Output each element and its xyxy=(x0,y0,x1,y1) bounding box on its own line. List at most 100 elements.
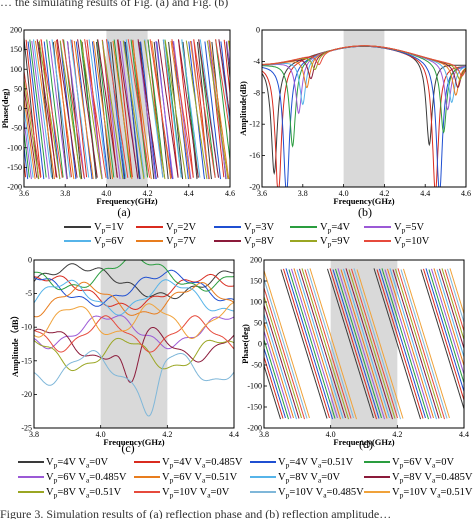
panel-c-series-line xyxy=(34,260,234,292)
panel-c-frame xyxy=(33,259,235,429)
legend-label: Vp=2V xyxy=(166,222,197,235)
legend-label: Vp=10V Va=0.485V xyxy=(278,487,364,500)
legend-label: Vp=4V Va=0V xyxy=(46,457,108,470)
panel-a-series-line xyxy=(24,39,230,178)
panel-d-x-tick-label: 3.8 xyxy=(259,430,269,439)
panel-d-y-tick-label: -150 xyxy=(247,403,262,412)
panel-c-y-tick-label: 0 xyxy=(28,256,32,265)
panel-b-x-axis-label: Frequency(GHz) xyxy=(333,196,394,206)
panel-b-frame xyxy=(261,29,467,188)
panel-a-x-tick-label: 4.6 xyxy=(225,189,235,198)
legend-label: Vp=4V xyxy=(320,222,351,235)
panel-b-y-tick-label: -20 xyxy=(249,183,260,192)
panel-a-y-tick-label: 50 xyxy=(14,84,22,93)
legend-label: Vp=10V Va=0.51V xyxy=(392,487,473,500)
panel-a-y-tick-label: -50 xyxy=(11,124,22,133)
panel-b-x-tick-label: 4.0 xyxy=(339,189,349,198)
panel-d-y-tick-label: 150 xyxy=(250,277,262,286)
panel-a-x-tick-label: 3.6 xyxy=(19,189,29,198)
panel-a-x-tick-label: 3.8 xyxy=(60,189,70,198)
panel-c-series-line xyxy=(34,315,234,353)
panel-d-x-tick-label: 4.0 xyxy=(326,430,336,439)
panel-d-panel-label: (d) xyxy=(359,437,373,451)
legend-label: Vp=8V Va=0V xyxy=(278,472,340,485)
panel-b-y-tick-label: -8 xyxy=(253,88,260,97)
legend-label: Vp=4V Va=0.51V xyxy=(278,457,354,470)
panel-a-y-tick-label: 100 xyxy=(10,65,22,74)
panel-a-y-axis-label: Phase(deg) xyxy=(0,89,10,129)
panel-b-y-tick-label: -4 xyxy=(253,57,260,66)
panel-c-x-tick-label: 4.2 xyxy=(162,430,172,439)
footer-text: Figure 3. Simulation results of (a) refl… xyxy=(0,507,391,519)
panel-b-x-tick-label: 3.6 xyxy=(257,189,267,198)
legend-label: Vp=9V xyxy=(320,236,351,249)
panel-c-series-line xyxy=(34,349,234,417)
panel-c-y-tick-label: -10 xyxy=(21,323,32,332)
panel-b-plot-area xyxy=(262,45,466,187)
legend-label: Vp=7V xyxy=(166,236,197,249)
panel-c-y-tick-label: -15 xyxy=(21,356,32,365)
panel-b-x-tick-label: 4.2 xyxy=(379,189,389,198)
panel-c-x-tick-label: 4.4 xyxy=(229,430,239,439)
panel-c-y-tick-label: -25 xyxy=(21,424,32,433)
panel-b-y-tick-label: 0 xyxy=(256,26,260,35)
legend-label: Vp=5V xyxy=(394,222,425,235)
panel-a-plot-area xyxy=(24,37,230,180)
legend-label: Vp=1V xyxy=(94,222,125,235)
panel-c-series-line xyxy=(34,302,234,339)
legend-label: Vp=8V Va=0.51V xyxy=(46,487,122,500)
panel-d-y-tick-label: -50 xyxy=(251,361,262,370)
panel-b-shaded-band xyxy=(343,30,385,187)
panel-c-x-tick-label: 4.0 xyxy=(96,430,106,439)
panel-d-phase: 3.8 4.0 4.2 4.4 200 150 100 50 0 -50 -100 -150 -200 F… xyxy=(240,256,469,452)
panel-d-series-line xyxy=(264,268,464,420)
panel-c-y-axis-label: Amplitude（dB） xyxy=(10,311,20,377)
panel-c-y-tick-label: -5 xyxy=(25,289,32,298)
panel-c-series-line xyxy=(34,273,234,311)
panel-d-y-tick-label: 200 xyxy=(250,256,262,265)
panel-b-x-tick-label: 4.4 xyxy=(420,189,430,198)
panel-d-series-line xyxy=(264,268,464,420)
panel-b-x-tick-label: 3.8 xyxy=(298,189,308,198)
panel-a-panel-label: (a) xyxy=(117,205,130,219)
panel-c-x-tick-label: 3.8 xyxy=(29,430,39,439)
legend-label: Vp=8V Va=0.485V xyxy=(392,472,473,485)
panel-d-series-line xyxy=(264,268,464,420)
legend-label: Vp=10V xyxy=(394,236,430,249)
panel-d-series-line xyxy=(264,268,464,420)
panel-b-y-tick-label: -12 xyxy=(249,120,260,129)
legend-label: Vp=8V xyxy=(244,236,275,249)
legend-vp: Vp=1V Vp=2V Vp=3V Vp=4V Vp=5V Vp=6V Vp=7V Vp=8V… xyxy=(64,222,430,249)
panel-a-x-tick-label: 4.2 xyxy=(143,189,153,198)
panel-d-series-line xyxy=(264,268,464,420)
panel-b-panel-label: (b) xyxy=(358,205,372,219)
panel-a-y-tick-label: 0 xyxy=(18,104,22,113)
panel-d-series-line xyxy=(264,268,464,420)
panel-a-y-tick-label: 150 xyxy=(10,45,22,54)
panel-d-y-axis-label: Phase(deg) xyxy=(240,324,250,364)
panel-a-y-tick-label: 200 xyxy=(10,26,22,35)
panel-d-series-line xyxy=(264,268,464,420)
panel-a-x-tick-label: 4.0 xyxy=(101,189,111,198)
panel-d-series-line xyxy=(264,268,464,420)
panel-d-y-tick-label: 100 xyxy=(250,298,262,307)
panel-d-y-tick-label: 0 xyxy=(258,340,262,349)
panel-a-y-tick-label: -150 xyxy=(7,163,22,172)
legend-label: Vp=6V Va=0V xyxy=(392,457,454,470)
panel-d-series-line xyxy=(264,268,464,420)
panel-b-y-tick-label: -16 xyxy=(249,151,260,160)
panel-b-series-line xyxy=(262,45,466,77)
panel-d-frame xyxy=(263,259,465,429)
panel-a-x-tick-label: 4.4 xyxy=(184,189,194,198)
panel-a-y-tick-label: -200 xyxy=(7,183,22,192)
panel-d-x-tick-label: 4.4 xyxy=(459,430,469,439)
panel-b-x-tick-label: 4.6 xyxy=(461,189,471,198)
panel-c-series-line xyxy=(34,281,234,318)
legend-label: Vp=4V Va=0.485V xyxy=(162,457,243,470)
legend-label: Vp=3V xyxy=(244,222,275,235)
panel-a-series-line xyxy=(24,40,230,180)
panel-c-panel-label: (c) xyxy=(121,441,134,455)
header-text: … the simulating results of Fig. (a) and… xyxy=(0,0,228,9)
panel-d-series-line xyxy=(264,268,464,420)
